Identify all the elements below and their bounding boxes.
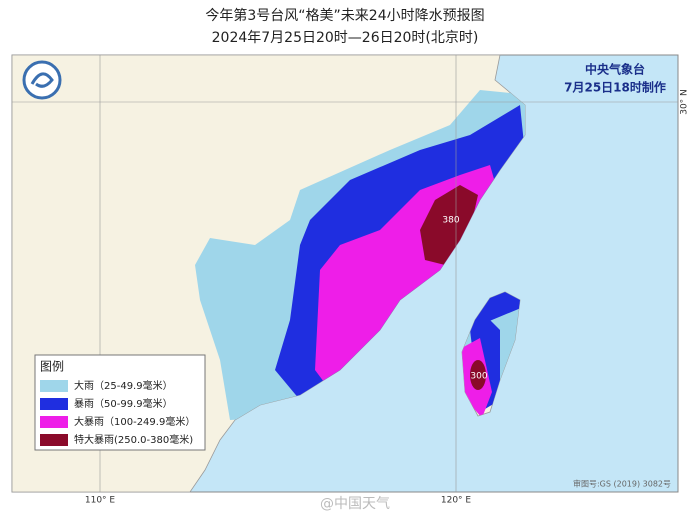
issue-time: 7月25日18时制作	[564, 80, 666, 95]
legend-label: 暴雨（50-99.9毫米）	[74, 397, 173, 410]
legend-swatch	[40, 434, 68, 446]
agency: 中央气象台	[585, 62, 645, 77]
rain-zone	[420, 185, 478, 265]
legend-label: 大雨（25-49.9毫米）	[74, 379, 173, 392]
subtitle: 2024年7月25日20时—26日20时(北京时)	[212, 30, 479, 46]
logo	[22, 60, 62, 100]
axis-label: 120° E	[441, 496, 472, 506]
title: 今年第3号台风“格美”未来24小时降水预报图	[205, 7, 484, 24]
legend-swatch	[40, 380, 68, 392]
legend: 图例 大雨（25-49.9毫米） 暴雨（50-99.9毫米） 大暴雨（100-249…	[34, 354, 206, 451]
legend-items: 大雨（25-49.9毫米） 暴雨（50-99.9毫米） 大暴雨（100-249.9毫…	[40, 379, 195, 446]
legend-swatch	[40, 416, 68, 428]
peak-label: 300	[470, 372, 487, 382]
axis-label: 110° E	[85, 496, 116, 506]
peak-label: 380	[442, 216, 459, 226]
legend-label: 大暴雨（100-249.9毫米）	[74, 415, 195, 428]
rain-zone	[470, 360, 486, 390]
legend-title: 图例	[40, 360, 64, 374]
legend-swatch	[40, 398, 68, 410]
watermark: @中国天气	[320, 496, 390, 512]
legend-label: 特大暴雨(250.0-380毫米)	[74, 433, 193, 446]
axis-label: 30° N	[680, 89, 690, 115]
approval-number: 审图号:GS (2019) 3082号	[573, 479, 671, 489]
logo-mark	[30, 72, 54, 88]
